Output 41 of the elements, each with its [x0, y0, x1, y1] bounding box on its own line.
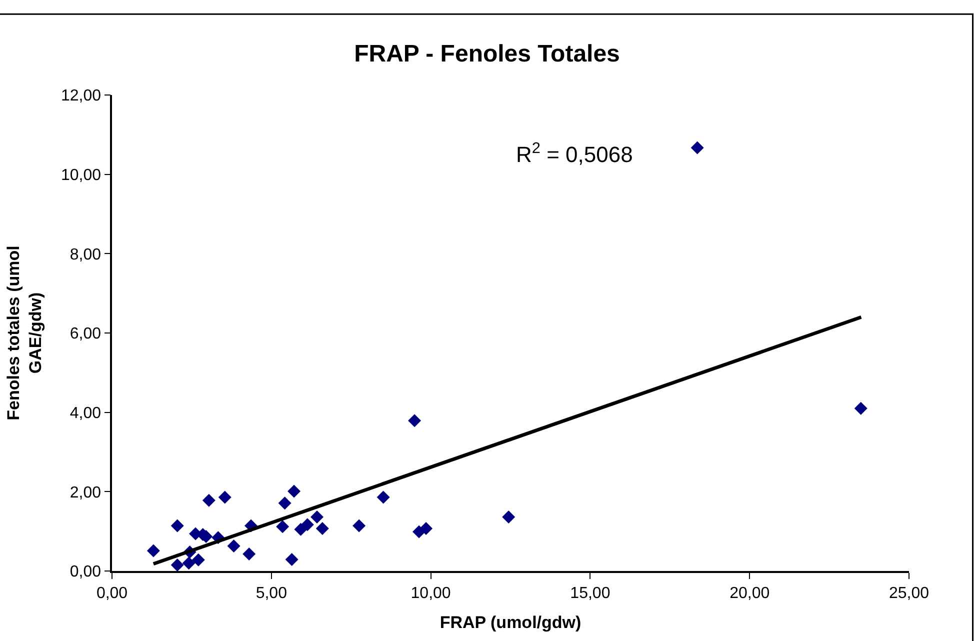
y-tick-label: 6,00: [70, 326, 102, 343]
y-tick-label: 0,00: [70, 564, 102, 581]
point: [310, 510, 324, 524]
x-tick-label: 0,00: [96, 584, 128, 602]
point: [376, 490, 390, 504]
point: [294, 522, 308, 536]
point: [278, 496, 292, 510]
point: [854, 402, 868, 415]
point: [242, 547, 256, 560]
x-axis-title: FRAP (umol/gdw): [440, 612, 582, 632]
y-tick-label: 8,00: [70, 246, 102, 264]
y-tick-label: 10,00: [61, 166, 102, 184]
x-tick-label: 20,00: [730, 584, 770, 602]
point: [502, 510, 516, 524]
point: [218, 490, 232, 504]
x-tick-label: 5,00: [256, 584, 288, 602]
point: [227, 540, 240, 553]
point: [146, 544, 160, 558]
point: [690, 141, 704, 154]
point: [170, 519, 184, 532]
annotation: R$^{2}$ = 0,5068: [516, 140, 633, 168]
point: [170, 558, 184, 571]
y-axis-title: Fenoles totales (umol GAE/gdw): [4, 246, 46, 420]
point: [288, 484, 301, 498]
x-tick-label: 15,00: [570, 584, 610, 602]
chart-title: FRAP - Fenoles Totales: [354, 40, 620, 68]
point: [192, 553, 205, 566]
point: [300, 518, 314, 532]
point: [408, 414, 422, 428]
y-tick-label: 2,00: [70, 484, 102, 502]
y-tick-label: 4,00: [70, 404, 102, 422]
point: [276, 520, 290, 534]
point: [202, 494, 216, 507]
point: [285, 553, 298, 566]
x-tick-label: 25,00: [888, 584, 930, 602]
point: [352, 519, 366, 532]
point: [182, 556, 196, 570]
point: [316, 522, 329, 536]
x-tick-label: 10,00: [410, 584, 451, 602]
y-tick-label: 12,00: [61, 88, 102, 105]
point: [420, 522, 433, 536]
